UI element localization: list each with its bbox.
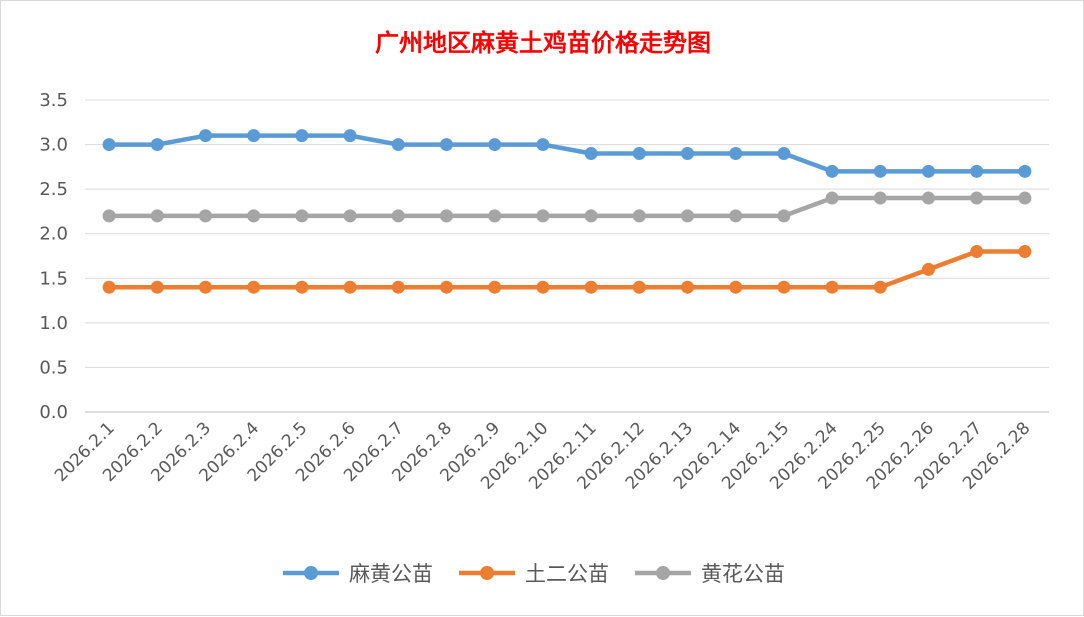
series-line [106, 249, 1028, 290]
data-point [922, 262, 935, 276]
legend-item: 土二公苗 [459, 562, 609, 586]
data-point [632, 209, 646, 223]
legend: 麻黄公苗 土二公苗 黄花公苗 [283, 562, 785, 586]
data-point [970, 164, 984, 178]
data-point [922, 191, 935, 205]
data-point [343, 209, 357, 223]
data-point [729, 146, 743, 160]
data-point [199, 209, 212, 223]
legend-marker [304, 566, 318, 580]
data-point [584, 280, 598, 294]
data-point [295, 129, 309, 143]
legend-item: 麻黄公苗 [283, 562, 433, 586]
y-tick-label: 0.5 [39, 357, 68, 378]
data-point [343, 280, 357, 294]
data-point [150, 138, 164, 152]
data-point [199, 129, 212, 143]
data-point [440, 138, 453, 152]
data-point [825, 191, 839, 205]
data-point [536, 209, 550, 223]
data-point [777, 209, 791, 223]
series-3 [102, 191, 1032, 223]
series-layer [102, 129, 1032, 294]
data-point [584, 209, 598, 223]
data-point [391, 280, 405, 294]
data-point [729, 280, 743, 294]
data-point [777, 146, 791, 160]
data-point [777, 280, 791, 294]
data-point [873, 164, 887, 178]
data-point [825, 164, 839, 178]
data-point [1018, 191, 1032, 205]
data-point [536, 138, 550, 152]
data-point [970, 191, 984, 205]
data-point [391, 209, 405, 223]
data-point [488, 138, 502, 152]
chart-title: 广州地区麻黄土鸡苗价格走势图 [375, 29, 711, 57]
data-point [391, 138, 405, 152]
data-point [681, 146, 694, 160]
data-point [247, 129, 261, 143]
data-point [102, 209, 116, 223]
legend-item: 黄花公苗 [635, 562, 785, 586]
data-point [681, 280, 694, 294]
data-point [873, 280, 887, 294]
series-2 [102, 245, 1032, 294]
data-point [488, 209, 502, 223]
y-tick-label: 0.0 [39, 402, 68, 423]
y-tick-label: 3.0 [39, 135, 68, 156]
data-point [150, 280, 164, 294]
y-tick-label: 1.5 [39, 268, 68, 289]
legend-marker [480, 566, 494, 580]
data-point [199, 280, 212, 294]
data-point [440, 209, 453, 223]
y-tick-label: 2.0 [39, 224, 68, 245]
y-tick-label: 2.5 [39, 179, 68, 200]
legend-label: 麻黄公苗 [349, 562, 433, 586]
data-point [970, 245, 984, 259]
data-point [632, 280, 646, 294]
data-point [1018, 245, 1032, 259]
data-point [729, 209, 743, 223]
grid-lines [85, 99, 1049, 413]
data-point [584, 146, 598, 160]
data-point [825, 280, 839, 294]
data-point [488, 280, 502, 294]
series-line [106, 133, 1028, 174]
legend-marker [656, 566, 670, 580]
data-point [632, 146, 646, 160]
data-point [440, 280, 453, 294]
data-point [295, 280, 309, 294]
x-axis: 2026.2.12026.2.22026.2.32026.2.42026.2.5… [51, 418, 1034, 493]
legend-label: 土二公苗 [525, 562, 609, 586]
data-point [343, 129, 357, 143]
data-point [247, 209, 261, 223]
data-point [102, 280, 116, 294]
y-tick-label: 1.0 [39, 313, 68, 334]
data-point [295, 209, 309, 223]
legend-label: 黄花公苗 [701, 562, 785, 586]
data-point [922, 164, 935, 178]
data-point [150, 209, 164, 223]
series-line [106, 195, 1028, 219]
series-1 [102, 129, 1032, 178]
data-point [102, 138, 116, 152]
data-point [247, 280, 261, 294]
data-point [1018, 164, 1032, 178]
y-axis: 0.0 0.5 1.0 1.5 2.0 2.5 3.0 3.5 [39, 90, 68, 423]
data-point [873, 191, 887, 205]
data-point [536, 280, 550, 294]
y-tick-label: 3.5 [39, 90, 68, 111]
data-point [681, 209, 694, 223]
